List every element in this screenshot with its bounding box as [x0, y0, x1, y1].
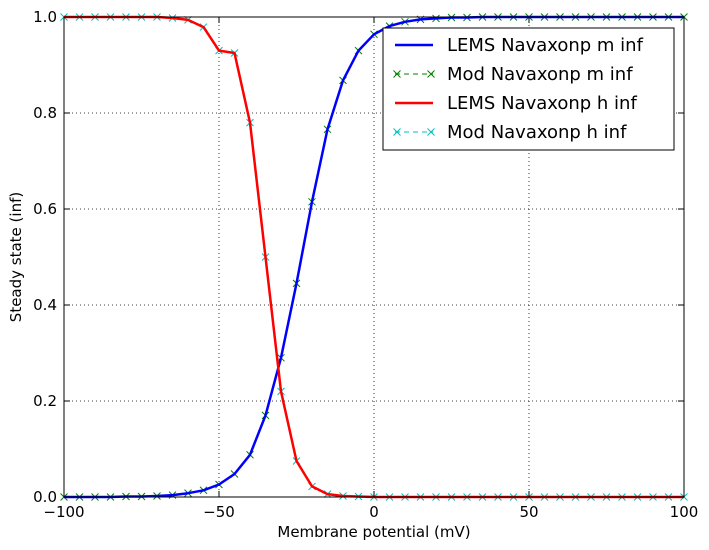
mod-navaxonp-h-inf-legend-marker [393, 128, 401, 136]
legend-label: LEMS Navaxonp m inf [447, 35, 644, 56]
axis-ticks [63, 16, 685, 498]
y-tick-label: 0.0 [33, 488, 57, 506]
y-tick-label: 1.0 [33, 8, 57, 26]
y-tick-label: 0.8 [33, 104, 57, 122]
x-axis-title: Membrane potential (mV) [277, 523, 470, 541]
legend-label: Mod Navaxonp m inf [447, 64, 633, 85]
x-tick-label: −50 [203, 503, 235, 521]
x-tick-label: 100 [670, 503, 699, 521]
mod-navaxonp-h-inf-legend-marker [427, 128, 435, 136]
y-axis-title: Steady state (inf) [7, 192, 25, 322]
x-tick-label: 50 [519, 503, 538, 521]
x-tick-label: −100 [43, 503, 84, 521]
y-tick-label: 0.6 [33, 200, 57, 218]
legend-label: LEMS Navaxonp h inf [447, 93, 637, 114]
mod-navaxonp-m-inf-legend-marker [427, 70, 435, 78]
y-tick-labels: 0.0 0.2 0.4 0.6 0.8 1.0 [33, 8, 57, 506]
legend-label: Mod Navaxonp h inf [447, 122, 627, 143]
legend-box [382, 27, 675, 151]
mod-navaxonp-m-inf-legend-marker [393, 70, 401, 78]
x-tick-labels: −100 −50 0 50 100 [43, 503, 698, 521]
y-tick-label: 0.2 [33, 392, 57, 410]
legend: LEMS Navaxonp m inf Mod Navaxonp m inf LEM… [382, 27, 675, 151]
y-tick-label: 0.4 [33, 296, 57, 314]
x-tick-label: 0 [369, 503, 379, 521]
